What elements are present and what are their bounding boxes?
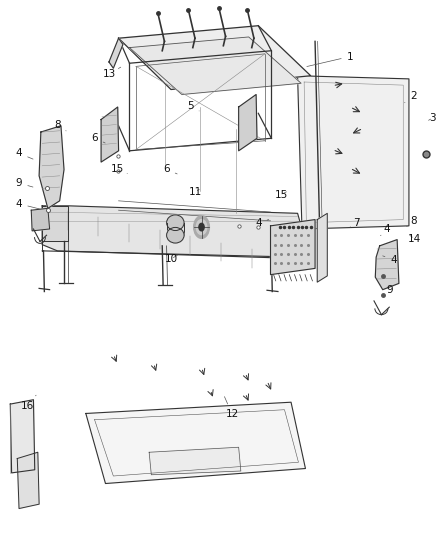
Polygon shape [130, 37, 301, 94]
Polygon shape [271, 220, 315, 274]
Text: 10: 10 [164, 254, 177, 264]
Text: 2: 2 [405, 91, 417, 103]
Text: 8: 8 [54, 119, 66, 131]
Text: 8: 8 [407, 216, 417, 227]
Text: 4: 4 [16, 199, 39, 209]
Text: 1: 1 [307, 52, 353, 67]
Circle shape [199, 223, 204, 231]
Polygon shape [31, 208, 49, 231]
Text: 9: 9 [16, 178, 33, 188]
Text: 7: 7 [350, 218, 360, 228]
Circle shape [196, 220, 207, 235]
Polygon shape [86, 402, 305, 483]
Text: 5: 5 [187, 101, 199, 111]
Polygon shape [239, 94, 257, 151]
Polygon shape [109, 38, 123, 68]
Text: 15: 15 [274, 190, 288, 200]
Polygon shape [42, 206, 68, 241]
Polygon shape [149, 447, 241, 475]
Polygon shape [42, 206, 306, 259]
Text: 6: 6 [163, 164, 177, 174]
Text: 16: 16 [21, 395, 36, 411]
Ellipse shape [166, 215, 184, 231]
Polygon shape [17, 453, 39, 508]
Ellipse shape [166, 228, 184, 243]
Text: 15: 15 [111, 164, 127, 174]
Text: 11: 11 [188, 187, 201, 197]
Text: 9: 9 [381, 285, 392, 295]
Text: 4: 4 [16, 148, 33, 159]
Polygon shape [375, 240, 399, 289]
Circle shape [194, 216, 209, 238]
Text: 6: 6 [91, 133, 105, 143]
Polygon shape [11, 400, 35, 473]
Text: 4: 4 [255, 218, 269, 228]
Polygon shape [39, 126, 64, 208]
Text: 4: 4 [381, 224, 390, 236]
Text: 4: 4 [383, 255, 397, 264]
Text: 13: 13 [102, 67, 121, 79]
Polygon shape [101, 107, 119, 162]
Polygon shape [119, 26, 311, 90]
Polygon shape [297, 76, 409, 229]
Text: 3: 3 [428, 112, 436, 123]
Text: 12: 12 [224, 397, 239, 419]
Text: 14: 14 [408, 234, 421, 244]
Polygon shape [317, 213, 327, 282]
